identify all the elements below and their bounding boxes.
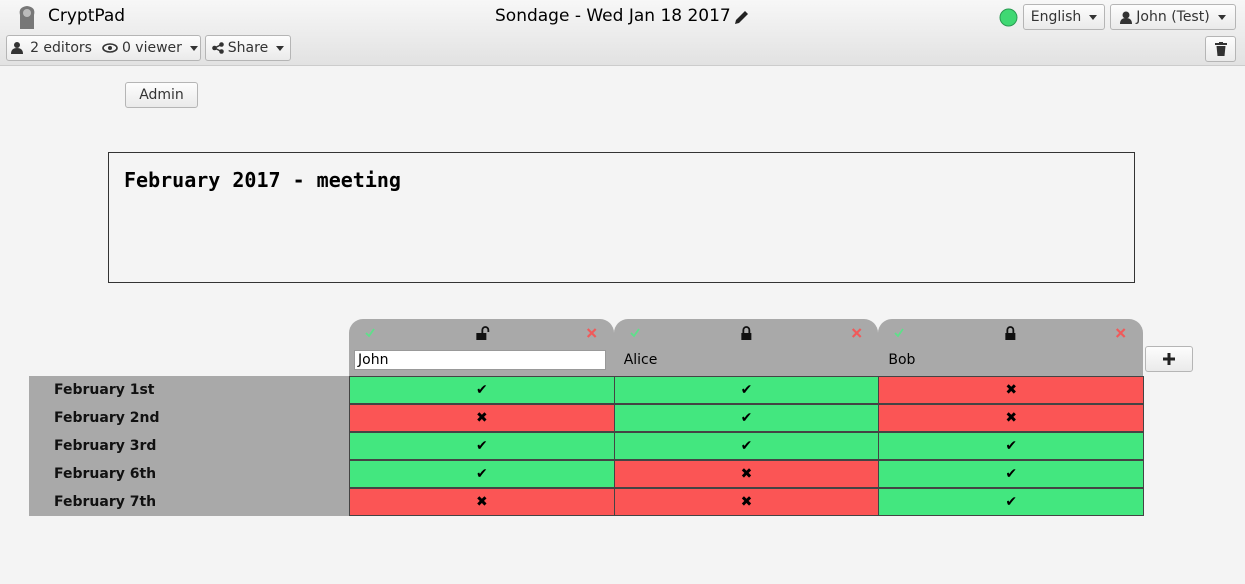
- poll-cell[interactable]: ✖: [613, 488, 880, 516]
- poll-cell[interactable]: ✖: [349, 488, 615, 516]
- poll-cell[interactable]: ✔: [613, 376, 880, 404]
- add-column-button[interactable]: [1145, 346, 1193, 372]
- poll-cell[interactable]: ✔: [878, 488, 1145, 516]
- poll-cell[interactable]: ✔: [613, 404, 880, 432]
- users-button[interactable]: 2 editors 0 viewer: [6, 35, 201, 61]
- pad-title[interactable]: Sondage - Wed Jan 18 2017: [495, 6, 731, 26]
- language-label: English: [1030, 9, 1082, 25]
- user-label: John (Test): [1136, 9, 1210, 25]
- users-icon: [11, 42, 24, 54]
- share-button[interactable]: Share: [205, 35, 291, 61]
- poll-cell[interactable]: ✖: [878, 376, 1145, 404]
- poll-cell[interactable]: ✔: [349, 376, 615, 404]
- trash-icon: [1214, 42, 1227, 56]
- eye-icon: [102, 43, 118, 53]
- poll-cell[interactable]: ✔: [349, 432, 615, 460]
- poll-cell[interactable]: ✖: [878, 404, 1145, 432]
- share-label: Share: [227, 40, 269, 56]
- row-label: February 3rd: [29, 432, 349, 460]
- column-controls[interactable]: [349, 323, 614, 349]
- column-name: Bob: [888, 352, 916, 368]
- column-header: John: [349, 319, 614, 376]
- poll-cell[interactable]: ✖: [349, 404, 615, 432]
- poll-cell[interactable]: ✔: [878, 432, 1145, 460]
- app-name: CryptPad: [48, 6, 126, 26]
- column-name: Alice: [623, 352, 658, 368]
- toolbar: CryptPad Sondage - Wed Jan 18 2017 Engli…: [0, 0, 1245, 66]
- column-header: Alice: [613, 319, 879, 376]
- poll-cell[interactable]: ✔: [878, 460, 1145, 488]
- poll-cell[interactable]: ✔: [613, 432, 880, 460]
- row-label: February 7th: [29, 488, 349, 516]
- share-icon: [211, 42, 224, 54]
- status-indicator: [999, 8, 1018, 27]
- user-button[interactable]: John (Test): [1110, 4, 1236, 30]
- column-name-input[interactable]: John: [354, 350, 606, 370]
- edit-title-icon[interactable]: [733, 8, 751, 26]
- trash-button[interactable]: [1205, 36, 1236, 62]
- poll-cell[interactable]: ✔: [349, 460, 615, 488]
- column-name: John: [358, 352, 389, 368]
- logo: [19, 6, 35, 29]
- description-text: February 2017 - meeting: [124, 168, 401, 192]
- plus-icon: [1163, 353, 1175, 365]
- viewers-label: 0 viewer: [121, 40, 182, 56]
- row-label: February 1st: [29, 376, 349, 404]
- column-controls[interactable]: [614, 323, 879, 349]
- row-label: February 2nd: [29, 404, 349, 432]
- poll-description[interactable]: February 2017 - meeting: [108, 152, 1135, 283]
- editors-label: 2 editors: [30, 40, 92, 56]
- user-icon: [1120, 11, 1133, 24]
- column-header: Bob: [878, 319, 1144, 376]
- row-label: February 6th: [29, 460, 349, 488]
- column-controls[interactable]: [878, 323, 1143, 349]
- admin-label: Admin: [139, 87, 184, 103]
- admin-button[interactable]: Admin: [125, 82, 198, 108]
- poll-cell[interactable]: ✖: [613, 460, 880, 488]
- language-button[interactable]: English: [1023, 4, 1105, 30]
